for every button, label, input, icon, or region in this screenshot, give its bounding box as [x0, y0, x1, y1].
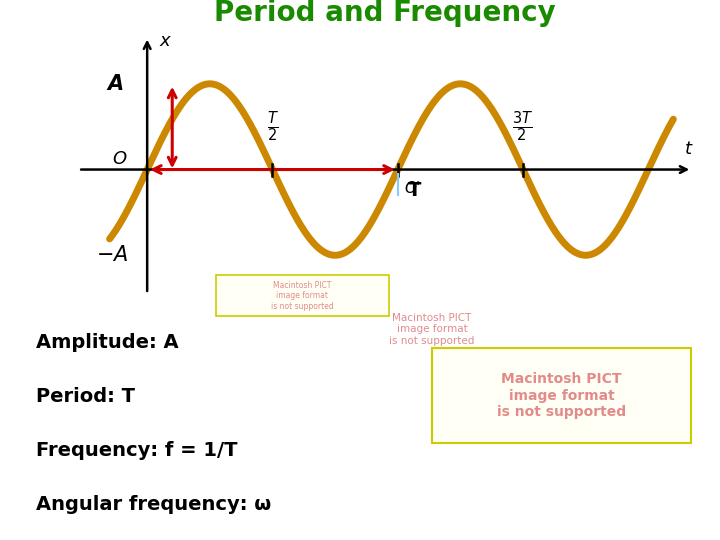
Text: Macintosh PICT
image format
is not supported: Macintosh PICT image format is not suppo…: [497, 373, 626, 418]
Text: $\frac{3T}{2}$: $\frac{3T}{2}$: [513, 110, 534, 144]
Text: x: x: [160, 32, 171, 50]
Text: Period: T: Period: T: [36, 387, 135, 407]
Text: Frequency: f = 1/T: Frequency: f = 1/T: [36, 441, 238, 461]
Text: Amplitude: A: Amplitude: A: [36, 333, 179, 353]
Text: $-A$: $-A$: [96, 245, 128, 265]
Text: $\frac{T}{2}$: $\frac{T}{2}$: [266, 110, 279, 144]
Text: O': O': [405, 181, 421, 196]
Text: Macintosh PICT
image format
is not supported: Macintosh PICT image format is not suppo…: [271, 281, 334, 310]
Text: T: T: [408, 181, 421, 200]
Text: Macintosh PICT
image format
is not supported: Macintosh PICT image format is not suppo…: [390, 313, 474, 346]
Text: t: t: [685, 140, 692, 158]
Text: O: O: [112, 150, 127, 168]
Title: Period and Frequency: Period and Frequency: [215, 0, 556, 28]
Text: Angular frequency: ω: Angular frequency: ω: [36, 495, 271, 515]
Text: A: A: [108, 74, 124, 94]
